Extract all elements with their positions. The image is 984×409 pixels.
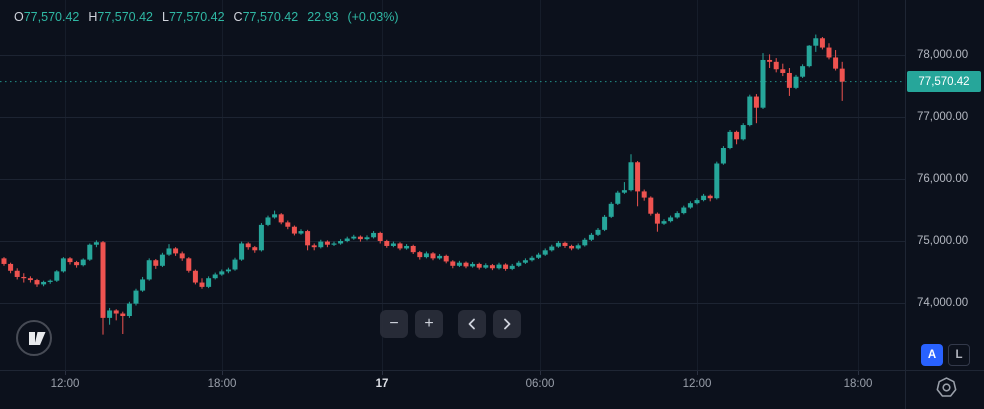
time-tick-label: 18:00	[207, 378, 237, 390]
time-tick-label: 12:00	[50, 378, 80, 390]
high-label: H	[88, 10, 98, 24]
chart-nav-toolbar: − +	[380, 310, 521, 338]
price-tick-label: 74,000.00	[917, 297, 969, 309]
time-tick-mark	[697, 371, 698, 375]
close-label: C	[233, 10, 243, 24]
tradingview-logo-icon	[16, 320, 52, 356]
time-tick-label: 12:00	[682, 378, 712, 390]
price-tick-label: 76,000.00	[917, 173, 969, 185]
price-axis[interactable]: 77,570.42 78,000.00 77,000.00 76,000.00 75,…	[906, 0, 984, 370]
change-value: 22.93	[307, 10, 339, 24]
time-tick-mark	[65, 371, 66, 375]
price-tick-label: 78,000.00	[917, 49, 969, 61]
time-tick-mark	[222, 371, 223, 375]
chevron-left-icon	[468, 318, 475, 330]
low-value: 77,570.42	[168, 10, 225, 24]
auto-scale-button[interactable]: A	[921, 344, 943, 366]
time-tick-label: 06:00	[525, 378, 555, 390]
open-label: O	[14, 10, 24, 24]
zoom-out-button[interactable]: −	[380, 310, 408, 338]
settings-button[interactable]	[936, 377, 957, 398]
change-percent: (+0.03%)	[347, 10, 399, 24]
last-price-value: 77,570.42	[918, 75, 970, 88]
time-tick-mark	[540, 371, 541, 375]
close-value: 77,570.42	[242, 10, 299, 24]
high-value: 77,570.42	[97, 10, 153, 24]
gear-icon	[936, 377, 957, 397]
scroll-left-button[interactable]	[458, 310, 486, 338]
ohlc-legend: O 77,570.42 H 77,570.42 L 77,570.42 C 77,570…	[14, 9, 399, 25]
time-axis[interactable]: 12:00 18:00 17 06:00 12:00 18:00	[0, 371, 905, 409]
last-price-badge: 77,570.42	[907, 71, 981, 93]
tradingview-logo[interactable]	[15, 319, 53, 357]
scroll-right-button[interactable]	[493, 310, 521, 338]
chevron-right-icon	[504, 318, 511, 330]
log-scale-button[interactable]: L	[948, 344, 970, 366]
price-tick-label: 77,000.00	[917, 111, 969, 123]
time-tick-mark	[382, 371, 383, 375]
time-axis-separator	[0, 370, 984, 371]
price-scale-modes: A L	[921, 344, 970, 366]
time-tick-mark	[858, 371, 859, 375]
zoom-in-button[interactable]: +	[415, 310, 443, 338]
time-tick-label: 18:00	[843, 378, 873, 390]
time-tick-label: 17	[375, 378, 389, 390]
candlestick-plot[interactable]	[0, 0, 905, 370]
price-tick-label: 75,000.00	[917, 235, 969, 247]
low-label: L	[161, 10, 169, 24]
open-value: 77,570.42	[23, 10, 80, 24]
price-axis-separator	[905, 0, 906, 409]
